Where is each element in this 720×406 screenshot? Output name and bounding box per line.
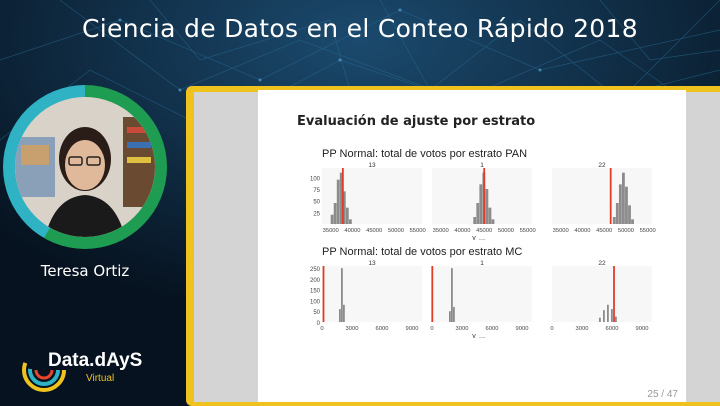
- y-tick-label: 200: [310, 278, 321, 284]
- histogram-bar: [485, 189, 489, 224]
- histogram-bar: [449, 311, 451, 322]
- x-tick-label: 0: [550, 326, 553, 332]
- histogram-bar: [345, 207, 349, 224]
- y-tick-label: 0: [317, 321, 321, 327]
- x-tick-label: 50000: [498, 228, 514, 234]
- histogram-bar: [330, 214, 334, 224]
- x-tick-label: 6000: [376, 326, 389, 332]
- histogram-bar: [488, 207, 492, 224]
- x-tick-label: 6000: [606, 326, 619, 332]
- logo-wordmark: Data.dAyS: [48, 350, 143, 371]
- speaker-name: Teresa Ortiz: [40, 262, 130, 280]
- slide-title: Evaluación de ajuste por estrato: [297, 114, 536, 129]
- x-axis-label: y: [472, 333, 476, 338]
- y-tick-label: 150: [310, 289, 321, 295]
- strata-label: 13: [368, 162, 376, 169]
- histogram-bar: [603, 310, 605, 322]
- histogram-bar: [599, 317, 601, 322]
- histogram-bar: [618, 184, 622, 224]
- x-tick-label: 40000: [574, 228, 590, 234]
- panel-background: [322, 266, 422, 322]
- x-tick-label: 45000: [476, 228, 492, 234]
- histogram-bar: [628, 205, 631, 224]
- chart-title-pan: PP Normal: total de votos por estrato PA…: [322, 148, 528, 160]
- slide-page-number: 25 / 47: [647, 389, 678, 400]
- speaker-portrait-image: [15, 97, 155, 237]
- y-tick-label: 100: [310, 176, 321, 182]
- x-axis-label: y: [472, 235, 476, 240]
- histogram-bar: [476, 203, 480, 224]
- data-days-logo: [22, 348, 66, 392]
- x-tick-label: 0: [430, 326, 433, 332]
- y-tick-label: 250: [310, 267, 321, 273]
- histogram-bar: [341, 268, 343, 322]
- histogram-bar: [479, 184, 483, 224]
- x-axis-label-subscript: rep: [479, 238, 486, 240]
- histogram-bar: [342, 191, 346, 224]
- histogram-bar: [451, 268, 453, 322]
- x-tick-label: 3000: [456, 326, 469, 332]
- histogram-bar: [333, 203, 337, 224]
- histogram-bar: [611, 309, 613, 322]
- x-tick-label: 50000: [388, 228, 404, 234]
- x-tick-label: 9000: [636, 326, 649, 332]
- histogram-bar: [615, 203, 619, 224]
- histogram-bar: [339, 309, 341, 322]
- panel-background: [552, 266, 652, 322]
- strata-label: 1: [480, 162, 484, 169]
- x-tick-label: 35000: [553, 228, 569, 234]
- x-tick-label: 6000: [486, 326, 499, 332]
- histogram-bar: [491, 219, 495, 224]
- presentation-slide: Evaluación de ajuste por estrato PP Norm…: [258, 90, 686, 402]
- histogram-bar: [339, 172, 343, 224]
- y-tick-label: 75: [313, 188, 320, 194]
- logo-subtitle: Virtual: [86, 373, 115, 384]
- x-tick-label: 3000: [346, 326, 359, 332]
- x-tick-label: 55000: [640, 228, 656, 234]
- histogram-bar: [622, 172, 625, 224]
- talk-title: Ciencia de Datos en el Conteo Rápido 201…: [82, 14, 638, 43]
- strata-label: 22: [598, 260, 606, 267]
- y-tick-label: 100: [310, 299, 321, 305]
- strata-label: 13: [368, 260, 376, 267]
- histogram-bar: [343, 304, 345, 322]
- strata-label: 22: [598, 162, 606, 169]
- panel-background: [552, 168, 652, 224]
- y-tick-label: 25: [313, 211, 320, 217]
- x-tick-label: 40000: [454, 228, 470, 234]
- x-tick-label: 9000: [406, 326, 419, 332]
- x-axis-label-subscript: rep: [479, 336, 486, 338]
- histogram-bar: [453, 306, 455, 322]
- y-tick-label: 50: [313, 200, 320, 206]
- x-tick-label: 50000: [618, 228, 634, 234]
- chart-title-mc: PP Normal: total de votos por estrato MC: [322, 246, 523, 258]
- x-tick-label: 35000: [323, 228, 339, 234]
- x-tick-label: 55000: [520, 228, 536, 234]
- x-tick-label: 9000: [516, 326, 529, 332]
- histogram-bar: [336, 179, 340, 224]
- x-tick-label: 45000: [366, 228, 382, 234]
- histogram-pan: 25 50 75 100 13 35000 40000 45000 50000 55000 1 350…: [310, 162, 656, 240]
- histogram-bar: [607, 304, 609, 322]
- y-tick-label: 50: [313, 310, 320, 316]
- x-tick-label: 55000: [410, 228, 426, 234]
- histogram-bar: [612, 217, 616, 224]
- x-tick-label: 35000: [433, 228, 449, 234]
- strata-label: 1: [480, 260, 484, 267]
- panel-background: [432, 266, 532, 322]
- histogram-mc: 0 50 100 150 200 250 13 0 3000 6000 9000 1 0 3000 6000…: [310, 260, 652, 338]
- histogram-bar: [615, 316, 617, 322]
- histogram-bar: [473, 217, 477, 224]
- histogram-bar: [625, 186, 628, 224]
- histogram-bar: [631, 219, 634, 224]
- x-tick-label: 0: [320, 326, 323, 332]
- x-tick-label: 45000: [596, 228, 612, 234]
- histogram-bar: [348, 219, 352, 224]
- x-tick-label: 3000: [576, 326, 589, 332]
- speaker-video: [15, 97, 155, 237]
- x-tick-label: 40000: [344, 228, 360, 234]
